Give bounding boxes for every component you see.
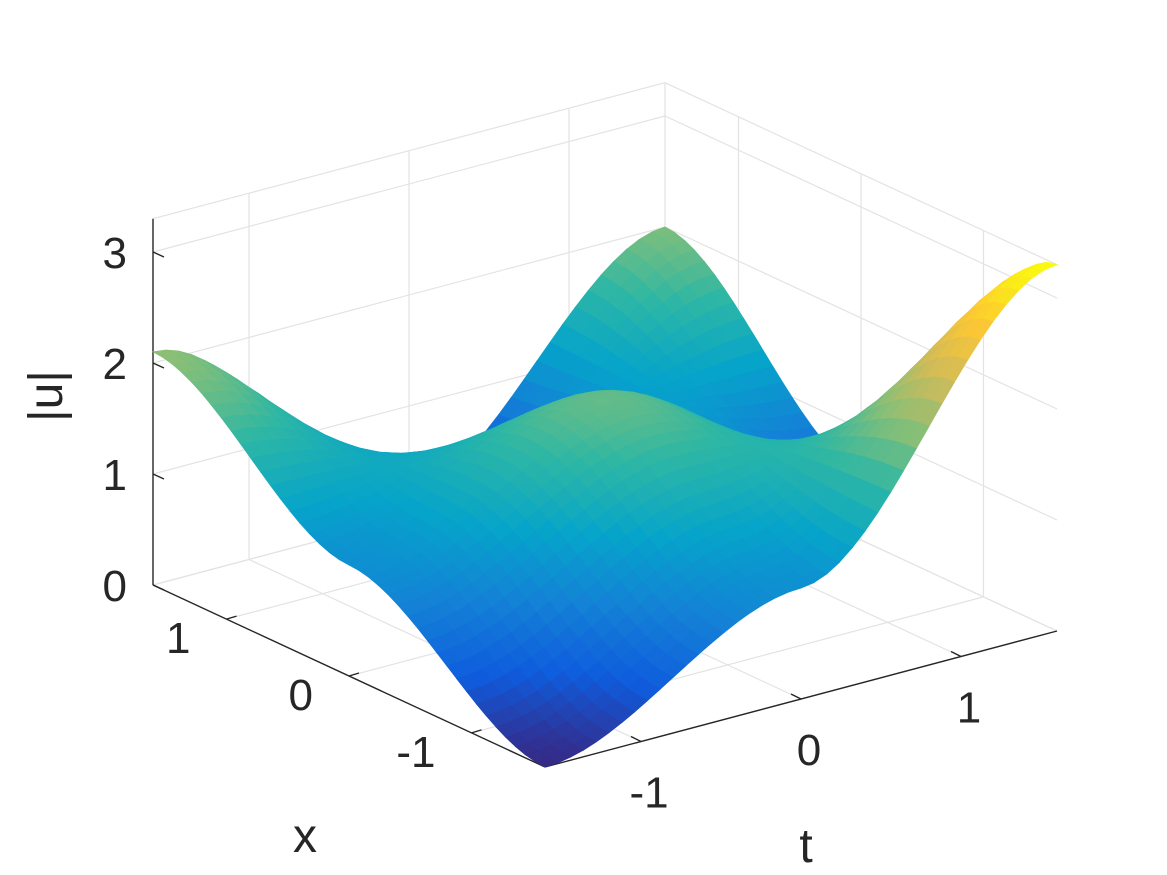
surface-patch: [534, 756, 559, 768]
z-tick-label: 0: [103, 562, 127, 611]
t-tick-label: -1: [629, 769, 668, 818]
t-tick-mark: [630, 735, 642, 743]
grid-line: [664, 82, 1058, 266]
surface: [151, 226, 1059, 768]
x-tick-label: 0: [289, 671, 313, 720]
x-tick-label: 1: [166, 614, 190, 663]
x-tick-label: -1: [396, 728, 435, 777]
x-tick-mark: [471, 729, 482, 734]
grid-line: [152, 82, 666, 220]
t-tick-mark: [790, 693, 802, 700]
x-axis-label: x: [293, 810, 317, 863]
z-tick-mark: [152, 362, 165, 369]
t-tick-label: 1: [957, 684, 981, 733]
x-tick-mark: [226, 615, 237, 620]
x-tick-mark: [348, 672, 360, 677]
z-tick-label: 3: [103, 229, 127, 278]
z-tick-mark: [152, 473, 165, 480]
t-tick-mark: [950, 650, 962, 658]
z-tick-mark: [152, 251, 165, 258]
z-tick-label: 2: [103, 340, 127, 389]
z-tick-label: 1: [103, 451, 127, 500]
z-axis-label: |u|: [20, 370, 73, 422]
t-axis-label: t: [799, 820, 812, 873]
axes-lines: [152, 218, 1058, 768]
z-tick-mark: [152, 584, 165, 591]
t-tick-label: 0: [797, 726, 821, 775]
